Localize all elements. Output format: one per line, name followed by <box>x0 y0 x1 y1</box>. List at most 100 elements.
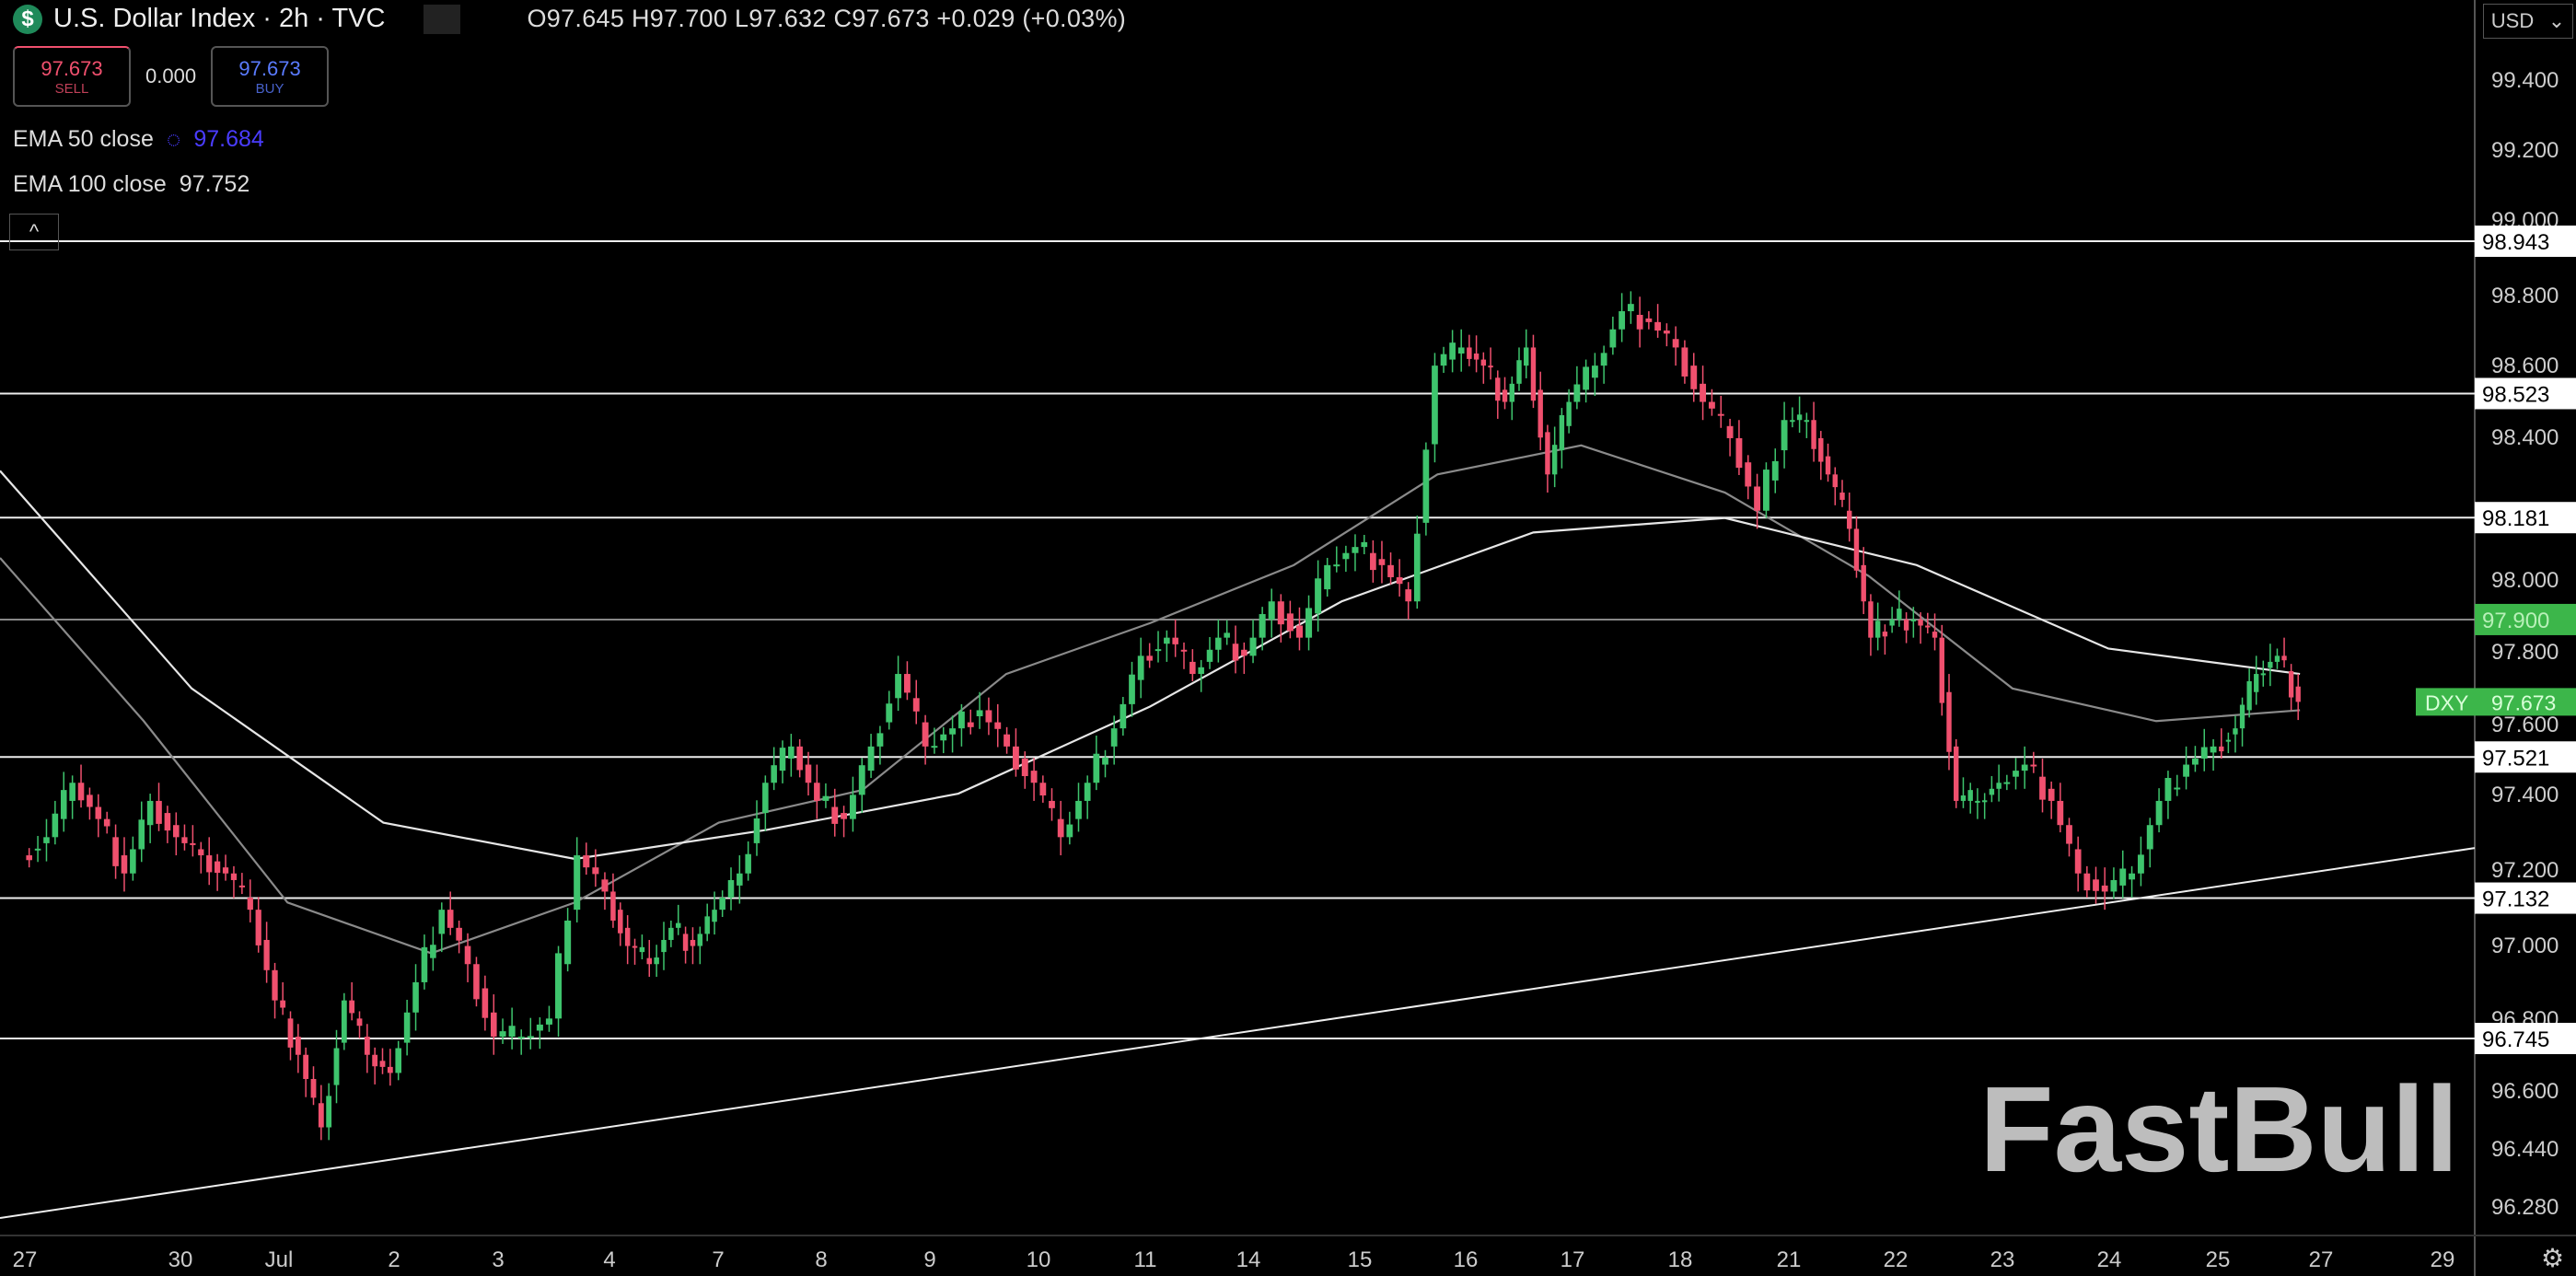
candle-body <box>940 734 947 741</box>
candle-body <box>173 825 180 838</box>
price-tick-label: 99.400 <box>2491 68 2559 93</box>
indicator-ema50[interactable]: EMA 50 close ◌ 97.684 <box>13 125 264 154</box>
time-tick-label: 3 <box>492 1247 504 1272</box>
candle-body <box>994 722 1002 729</box>
candle-body <box>447 910 454 928</box>
candle-body <box>1681 347 1688 377</box>
candle-body <box>1967 790 1973 801</box>
candle-body <box>2295 686 2301 702</box>
candle-body <box>2268 661 2273 668</box>
candle-body <box>1600 353 1607 366</box>
candle-body <box>26 855 32 861</box>
candle-body <box>2021 764 2028 771</box>
candle-body <box>1021 758 1028 777</box>
candle-body <box>464 945 471 965</box>
candle-body <box>1093 753 1100 783</box>
candle-body <box>356 1018 363 1027</box>
level-price-label: 97.132 <box>2482 887 2549 912</box>
candle-body <box>1853 528 1860 571</box>
candle-body <box>618 910 623 934</box>
candle-body <box>1172 637 1178 644</box>
candle-body <box>430 945 436 958</box>
settings-icon[interactable]: ⚙ <box>2541 1244 2565 1272</box>
candle-body <box>198 849 204 856</box>
candle-body <box>1413 533 1421 602</box>
candle-body <box>156 800 162 824</box>
chevron-up-icon: ^ <box>29 220 40 243</box>
candle-body <box>1102 757 1108 765</box>
candle-body <box>2239 704 2245 729</box>
candle-body <box>2183 764 2190 777</box>
price-tick-label: 96.440 <box>2491 1137 2559 1162</box>
current-symbol-label: DXY <box>2425 690 2468 714</box>
candle-body <box>1422 449 1430 523</box>
candle-body <box>2155 800 2163 826</box>
candle-body <box>1932 632 1938 638</box>
candle-body <box>1206 649 1213 662</box>
candle-body <box>985 710 992 723</box>
symbol-title[interactable]: U.S. Dollar Index · 2h · TVC <box>53 4 386 33</box>
ema50-line <box>0 444 2301 955</box>
candle-body <box>1224 632 1230 638</box>
candle-body <box>272 969 278 1001</box>
candle-body <box>1286 613 1294 632</box>
candle-body <box>1120 703 1127 729</box>
candle-body <box>957 711 965 729</box>
candle-body <box>2210 746 2217 753</box>
candle-body <box>886 703 893 723</box>
candle-body <box>1012 746 1019 770</box>
candle-body <box>601 879 609 892</box>
candle-body <box>1690 365 1698 389</box>
candle-body <box>1396 576 1403 585</box>
market-status-icon <box>424 4 461 34</box>
candle-body <box>77 783 85 801</box>
candle-body <box>1645 318 1653 322</box>
candle-body <box>69 783 75 801</box>
candle-body <box>1925 625 1931 628</box>
candle-body <box>762 783 769 814</box>
candle-body <box>1559 414 1565 451</box>
candle-body <box>1627 304 1634 312</box>
price-tick-label: 97.000 <box>2491 934 2559 958</box>
candle-body <box>1946 691 1952 752</box>
candle-body <box>1480 359 1487 366</box>
candle-body <box>1903 619 1909 631</box>
candle-body <box>1700 383 1707 402</box>
candle-body <box>164 813 171 831</box>
chevron-down-icon: ⌄ <box>2547 9 2566 32</box>
candle-body <box>1771 460 1779 481</box>
candle-body <box>867 746 875 771</box>
current-price-label: 97.673 <box>2491 690 2556 714</box>
candle-body <box>1039 783 1047 796</box>
candle-body <box>1315 578 1322 614</box>
candle-body <box>1075 800 1082 819</box>
sell-button[interactable]: 97.673 SELL <box>13 46 131 107</box>
candle-body <box>574 855 581 911</box>
current-price-tag <box>2416 688 2576 716</box>
time-tick-label: 11 <box>1134 1247 1157 1272</box>
candle-body <box>326 1096 332 1128</box>
currency-label: USD <box>2490 9 2535 32</box>
candle-body <box>499 1031 506 1038</box>
candle-body <box>1847 510 1852 529</box>
candle-body <box>2074 849 2082 874</box>
candle-body <box>1057 818 1064 838</box>
indicator-ema100[interactable]: EMA 100 close 97.752 <box>13 171 249 198</box>
candle-body <box>1502 389 1508 402</box>
candle-body <box>1825 456 1831 475</box>
candle-body <box>490 1012 497 1038</box>
buy-button[interactable]: 97.673 BUY <box>211 46 330 107</box>
candle-body <box>1295 625 1303 638</box>
collapse-legend-button[interactable]: ^ <box>9 214 59 250</box>
currency-select[interactable]: USD ⌄ <box>2483 4 2573 39</box>
candle-body <box>1735 437 1743 469</box>
candle-body <box>1509 383 1514 402</box>
candle-body <box>379 1061 386 1067</box>
spread-value: 0.000 <box>145 64 197 87</box>
candle-body <box>1249 637 1257 656</box>
candle-body <box>1537 389 1543 438</box>
candle-body <box>697 934 703 946</box>
candle-body <box>1545 432 1550 475</box>
candle-body <box>2260 673 2266 676</box>
